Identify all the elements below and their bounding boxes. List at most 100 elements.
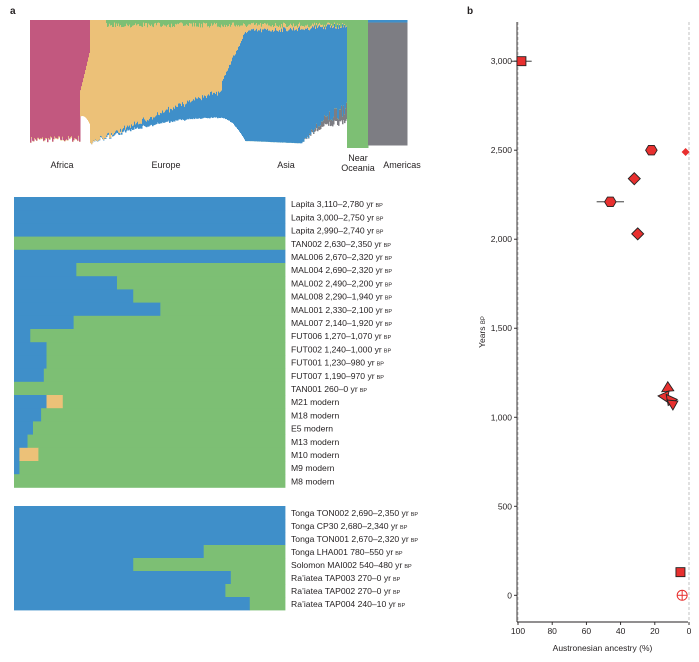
ref-bar-segment <box>122 20 124 28</box>
ancestry-segment-oceania <box>41 408 286 422</box>
ref-bar-segment <box>314 129 316 132</box>
ref-bar-segment <box>261 32 263 142</box>
ref-bar-segment <box>158 114 160 124</box>
ref-bar-segment <box>156 115 158 125</box>
ancestry-segment-asia <box>14 342 47 356</box>
ref-bar-segment <box>168 24 170 107</box>
ref-bar-segment <box>284 23 286 28</box>
ref-bar-segment <box>126 127 128 131</box>
ref-bar-segment <box>338 27 340 29</box>
ref-bar-segment <box>377 22 379 146</box>
ref-bar-segment <box>269 30 271 142</box>
x-tick-label: 40 <box>616 626 626 636</box>
ref-bar-segment <box>203 22 205 98</box>
ref-bar-segment <box>278 27 280 32</box>
ref-bar-segment <box>298 24 300 28</box>
ref-bar-segment <box>225 27 227 75</box>
ref-bar-segment <box>58 20 60 137</box>
ref-bar-segment <box>167 25 169 110</box>
ref-bar-segment <box>140 123 142 129</box>
ref-bar-segment <box>109 137 111 139</box>
ref-bar-segment <box>162 110 164 123</box>
ref-bar-segment <box>176 106 178 121</box>
ref-bar-segment <box>165 110 167 123</box>
ref-bar-segment <box>124 125 126 130</box>
ancestry-segment-asia <box>14 368 45 383</box>
ancestry-segment-asia <box>14 558 134 572</box>
ref-bar-segment <box>45 137 47 139</box>
sample-label: MAL002 2,490–2,200 yr BP <box>291 278 392 288</box>
ref-bar-segment <box>283 22 285 28</box>
ref-bar-segment <box>244 24 246 34</box>
ref-bar-segment <box>244 20 246 25</box>
ref-bar-segment <box>157 22 159 113</box>
ref-bar-segment <box>145 120 147 127</box>
ref-bar-segment <box>240 43 242 134</box>
ref-bar-segment <box>372 20 374 23</box>
y-axis-label: Years BP <box>477 316 487 348</box>
ref-bar-segment <box>274 20 276 27</box>
ref-bar-segment <box>397 20 399 23</box>
ref-bar-segment <box>306 28 308 139</box>
ref-bar-segment <box>68 135 70 138</box>
ref-bar-segment <box>99 139 101 141</box>
ref-bar-segment <box>406 22 408 146</box>
ref-bar-segment <box>330 120 332 127</box>
ref-bar-segment <box>162 20 164 26</box>
ref-bar-segment <box>235 20 237 27</box>
ref-bar-segment <box>328 20 330 23</box>
ref-bar-segment <box>291 20 293 26</box>
ancestry-segment-asia <box>14 584 226 598</box>
ref-bar-segment <box>323 120 325 127</box>
ref-bar-segment <box>167 20 169 26</box>
ref-bar-segment <box>346 26 348 103</box>
ref-bar-segment <box>113 134 115 136</box>
ref-bar-segment <box>263 29 265 142</box>
ref-bar-segment <box>228 68 230 121</box>
ref-bar-segment <box>44 20 46 141</box>
ref-bar-segment <box>134 20 136 26</box>
ref-bar-segment <box>256 28 258 142</box>
ref-bar-segment <box>361 20 363 148</box>
ref-bar-segment <box>196 20 198 27</box>
ref-bar-segment <box>37 137 39 139</box>
ref-bar-segment <box>390 20 392 23</box>
ref-bar-segment <box>219 20 221 28</box>
ref-bar-segment <box>221 90 223 118</box>
ref-bar-segment <box>394 22 396 146</box>
ref-bar-segment <box>77 20 79 141</box>
ref-bar-segment <box>172 20 174 28</box>
ref-bar-segment <box>155 20 157 23</box>
ref-bar-segment <box>363 20 365 148</box>
ref-bar-segment <box>128 26 130 127</box>
ancestry-segment-oceania <box>30 329 286 343</box>
ref-bar-segment <box>362 20 364 148</box>
ref-bar-segment <box>180 20 182 23</box>
ref-bar-segment <box>277 20 279 27</box>
ref-bar-segment <box>304 26 306 31</box>
ref-bar-segment <box>382 20 384 23</box>
ref-bar-segment <box>202 27 204 96</box>
ref-bar-segment <box>343 26 345 28</box>
ref-bar-segment <box>147 20 149 28</box>
ref-bar-segment <box>268 20 270 26</box>
ref-bar-segment <box>112 135 114 137</box>
ref-bar-segment <box>242 38 244 137</box>
ref-bar-segment <box>338 20 340 28</box>
ref-bar-segment <box>183 104 185 120</box>
ref-bar-segment <box>269 20 271 26</box>
ref-bar-segment <box>261 26 263 33</box>
ref-bar-segment <box>173 107 175 121</box>
ref-bar-segment <box>166 26 168 110</box>
ref-bar-segment <box>216 23 218 92</box>
ref-bar-segment <box>219 92 221 119</box>
ref-bar-segment <box>171 20 173 24</box>
ref-bar-segment <box>307 20 309 25</box>
ref-bar-segment <box>340 20 342 27</box>
ref-bar-segment <box>53 20 55 140</box>
ref-bar-segment <box>261 20 263 27</box>
ref-bar-segment <box>316 22 318 26</box>
ref-bar-segment <box>132 20 134 26</box>
ref-bar-segment <box>312 26 314 131</box>
ref-bar-segment <box>257 20 259 26</box>
